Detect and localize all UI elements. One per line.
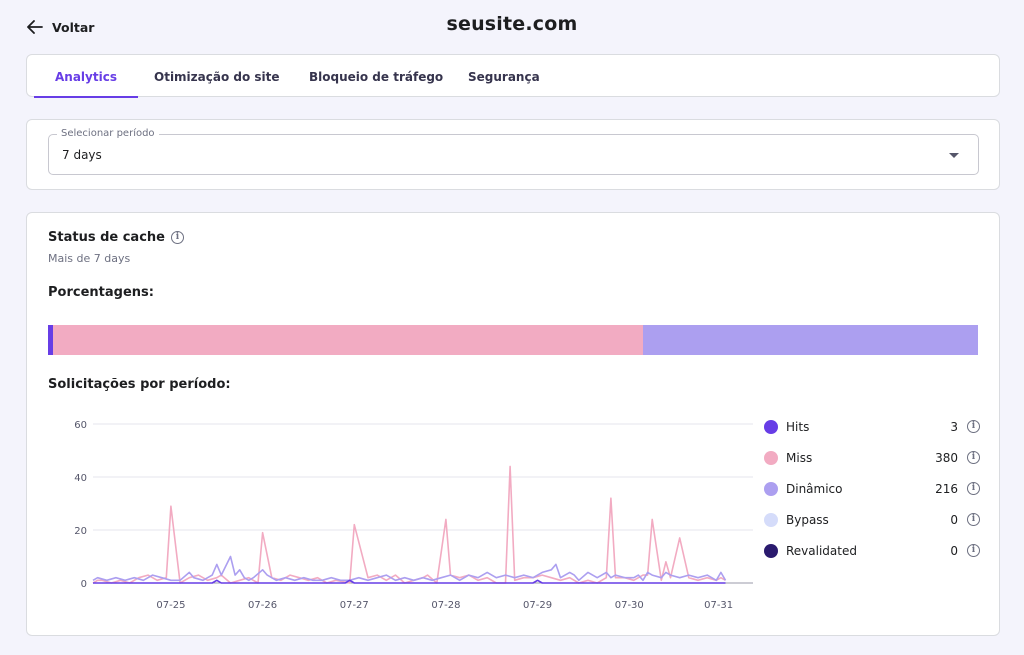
y-tick-label: 60 <box>74 420 87 431</box>
tab-label: Segurança <box>468 69 540 84</box>
legend-count: 380 <box>935 450 958 465</box>
legend-dot <box>764 543 778 558</box>
tab-label: Analytics <box>55 69 117 84</box>
tab-analytics[interactable]: Analytics <box>34 55 138 98</box>
percentage-segment-hits <box>48 325 53 355</box>
arrow-left-icon <box>27 20 43 34</box>
info-icon[interactable]: i <box>171 231 184 244</box>
series-line-dinamico <box>92 555 727 582</box>
legend-count: 0 <box>950 543 958 558</box>
back-button[interactable]: Voltar <box>27 16 94 38</box>
percentage-segment-miss <box>53 325 643 355</box>
legend-count: 3 <box>950 419 958 434</box>
tab-label: Otimização do site <box>154 69 280 84</box>
x-tick-label: 07-27 <box>340 600 369 611</box>
percentage-bar <box>48 325 978 355</box>
x-tick-label: 07-26 <box>248 600 277 611</box>
tab-seguranca[interactable]: Segurança <box>447 55 561 98</box>
legend-name: Miss <box>786 450 813 465</box>
legend-name: Hits <box>786 419 810 434</box>
period-card: Selecionar período 7 days <box>26 119 1000 190</box>
legend-dot <box>764 419 778 434</box>
legend-item-dinamico[interactable]: Dinâmico 216 i <box>764 473 980 504</box>
series-line-miss <box>92 465 726 584</box>
legend-name: Dinâmico <box>786 481 843 496</box>
period-select-value: 7 days <box>62 148 102 162</box>
cache-status-title: Status de cache i <box>48 230 184 245</box>
cache-status-subtitle: Mais de 7 days <box>48 252 131 265</box>
tabs-bar: Analytics Otimização do site Bloqueio de… <box>26 54 1000 98</box>
legend-name: Revalidated <box>786 543 857 558</box>
tab-otimizacao[interactable]: Otimização do site <box>133 55 301 98</box>
period-select-label: Selecionar período <box>57 128 159 140</box>
x-tick-label: 07-25 <box>156 600 185 611</box>
series-line-hits <box>93 579 726 584</box>
info-icon[interactable]: i <box>967 544 980 557</box>
legend-dot <box>764 512 778 527</box>
requests-chart: 0 20 40 60 07-25 07-26 07-27 07-28 07-29 07-30 07-… <box>74 420 753 611</box>
x-tick-label: 07-31 <box>704 600 733 611</box>
y-tick-label: 0 <box>81 579 87 590</box>
page-title: seusite.com <box>446 13 578 35</box>
info-icon[interactable]: i <box>967 482 980 495</box>
requests-label: Solicitações por período: <box>48 377 231 392</box>
period-select[interactable]: Selecionar período 7 days <box>48 128 979 175</box>
info-icon[interactable]: i <box>967 451 980 464</box>
legend-dot <box>764 481 778 496</box>
x-tick-label: 07-29 <box>523 600 552 611</box>
y-tick-label: 20 <box>74 526 87 537</box>
legend-name: Bypass <box>786 512 829 527</box>
legend-count: 216 <box>935 481 958 496</box>
caret-down-icon <box>949 153 959 158</box>
x-tick-label: 07-28 <box>431 600 460 611</box>
legend-count: 0 <box>950 512 958 527</box>
legend-item-hits[interactable]: Hits 3 i <box>764 411 980 442</box>
cache-status-title-text: Status de cache <box>48 230 165 245</box>
info-icon[interactable]: i <box>967 420 980 433</box>
back-label: Voltar <box>52 19 95 35</box>
top-bar: Voltar seusite.com <box>0 0 1024 54</box>
percentages-label: Porcentagens: <box>48 285 154 300</box>
legend-item-bypass[interactable]: Bypass 0 i <box>764 504 980 535</box>
legend-item-revalidated[interactable]: Revalidated 0 i <box>764 535 980 566</box>
cache-status-card: Status de cache i Mais de 7 days Porcent… <box>26 212 1000 636</box>
percentage-segment-dinamico <box>642 325 978 355</box>
next-card-shadow <box>26 638 1000 655</box>
tab-label: Bloqueio de tráfego <box>309 69 444 84</box>
y-tick-label: 40 <box>74 473 87 484</box>
legend-item-miss[interactable]: Miss 380 i <box>764 442 980 473</box>
tab-bloqueio[interactable]: Bloqueio de tráfego <box>288 55 464 98</box>
chart-legend: Hits 3 i Miss 380 i Dinâmico 216 i Bypass 0 i Revali… <box>764 411 980 566</box>
legend-dot <box>764 450 778 465</box>
x-tick-label: 07-30 <box>615 600 644 611</box>
info-icon[interactable]: i <box>967 513 980 526</box>
